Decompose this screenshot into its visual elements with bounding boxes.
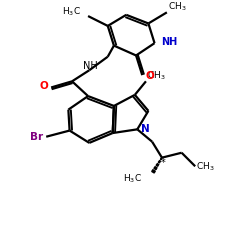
- Text: CH$_3$: CH$_3$: [196, 160, 215, 173]
- Text: *: *: [161, 158, 166, 168]
- Polygon shape: [154, 167, 157, 170]
- Text: NH: NH: [161, 37, 177, 47]
- Text: H$_3$C: H$_3$C: [123, 173, 142, 185]
- Text: Br: Br: [30, 132, 43, 142]
- Text: N: N: [142, 124, 150, 134]
- Polygon shape: [156, 164, 159, 166]
- Text: CH$_3$: CH$_3$: [147, 70, 166, 82]
- Text: O: O: [146, 72, 155, 82]
- Polygon shape: [158, 160, 160, 163]
- Text: H$_3$C: H$_3$C: [62, 6, 81, 18]
- Text: O: O: [40, 81, 48, 91]
- Polygon shape: [160, 158, 162, 160]
- Text: NH: NH: [83, 61, 98, 71]
- Text: CH$_3$: CH$_3$: [168, 1, 187, 13]
- Polygon shape: [152, 170, 155, 173]
